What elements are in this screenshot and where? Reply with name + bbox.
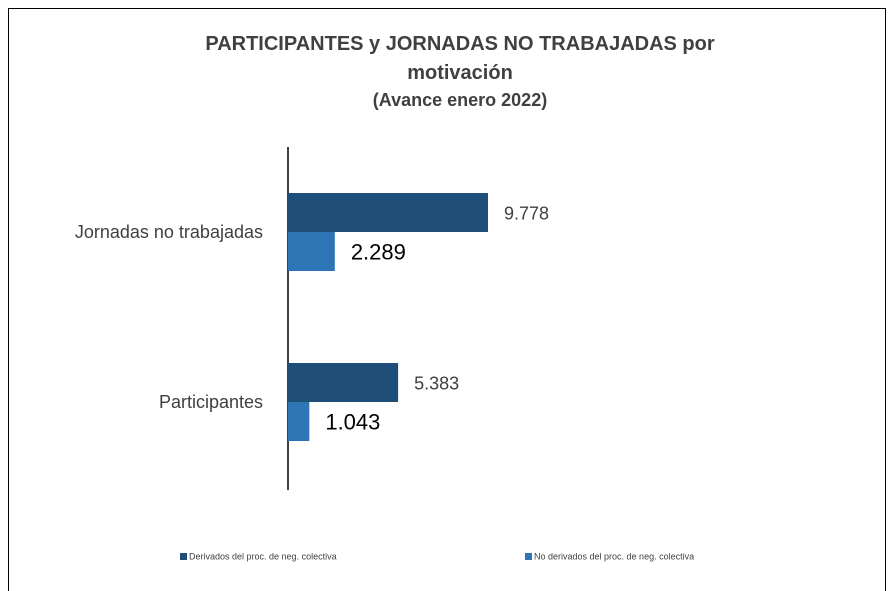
data-label: 5.383 — [414, 373, 459, 393]
data-label: 2.289 — [351, 239, 406, 264]
chart-border — [8, 8, 886, 591]
bar — [288, 232, 335, 271]
data-label: 1.043 — [325, 409, 380, 434]
data-label: 9.778 — [504, 203, 549, 223]
legend-swatch — [180, 553, 187, 560]
bar — [288, 402, 310, 441]
category-label: Participantes — [159, 392, 263, 412]
legend-label: Derivados del proc. de neg. colectiva — [189, 551, 337, 561]
legend-swatch — [525, 553, 532, 560]
bar — [288, 193, 488, 232]
chart-subtitle: (Avance enero 2022) — [372, 90, 548, 110]
bar — [288, 363, 399, 402]
chart-title: PARTICIPANTES y JORNADAS NO TRABAJADAS p… — [205, 33, 715, 84]
legend-label: No derivados del proc. de neg. colectiva — [534, 551, 694, 561]
category-label: Jornadas no trabajadas — [75, 222, 263, 242]
